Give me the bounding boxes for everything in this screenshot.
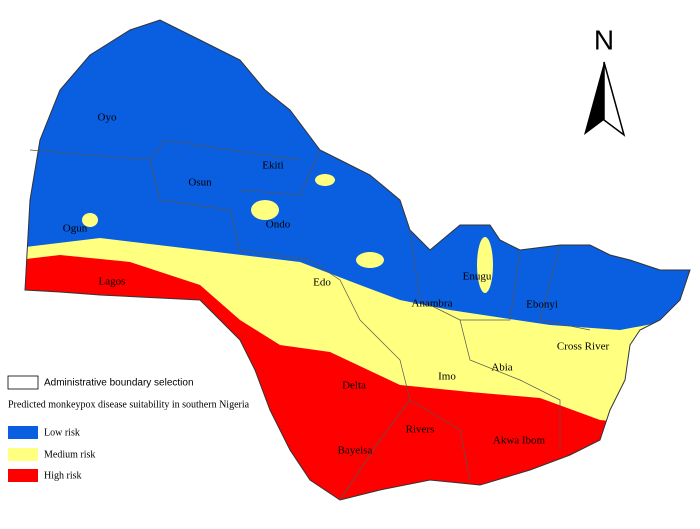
legend-swatch bbox=[8, 448, 38, 461]
state-label: Ogun bbox=[63, 223, 88, 235]
state-label: Abia bbox=[491, 362, 513, 374]
state-label: Imo bbox=[438, 371, 456, 383]
state-label: Rivers bbox=[406, 424, 435, 436]
legend-swatch bbox=[8, 469, 38, 482]
state-label: Enugu bbox=[463, 271, 492, 283]
legend: Administrative boundary selection Predic… bbox=[7, 375, 250, 482]
state-label: Anambra bbox=[412, 298, 453, 310]
arrow-left bbox=[584, 62, 604, 135]
legend-swatch bbox=[8, 426, 38, 439]
state-label: Edo bbox=[313, 277, 331, 289]
medium-risk-patches bbox=[82, 174, 493, 293]
legend-label: Medium risk bbox=[44, 449, 95, 460]
state-label: Osun bbox=[188, 177, 212, 189]
north-label: N bbox=[594, 24, 614, 55]
outline bbox=[24, 19, 691, 501]
state-label: Ebonyi bbox=[526, 299, 558, 311]
state-boundaries bbox=[29, 139, 591, 501]
state-label: Ekiti bbox=[262, 160, 283, 172]
state-label: Akwa Ibom bbox=[493, 435, 546, 447]
state-label: Bayelsa bbox=[338, 445, 373, 457]
state-label: Oyo bbox=[98, 112, 117, 124]
legend-title: Predicted monkeypox disease suitability … bbox=[8, 399, 250, 410]
state-label: Delta bbox=[342, 380, 366, 392]
legend-label: Low risk bbox=[44, 427, 80, 438]
state-label: Ondo bbox=[266, 219, 291, 231]
legend-swatch bbox=[7, 375, 39, 390]
state-label: Lagos bbox=[99, 276, 126, 288]
arrow-right bbox=[603, 61, 626, 137]
north-arrow: N bbox=[584, 24, 626, 137]
state-labels: Oyo Osun Ekiti Ondo Ogun Lagos Edo Anamb… bbox=[63, 112, 610, 457]
state-label: Cross River bbox=[557, 341, 610, 353]
legend-label: High risk bbox=[44, 470, 82, 481]
legend-label: Administrative boundary selection bbox=[44, 378, 194, 389]
